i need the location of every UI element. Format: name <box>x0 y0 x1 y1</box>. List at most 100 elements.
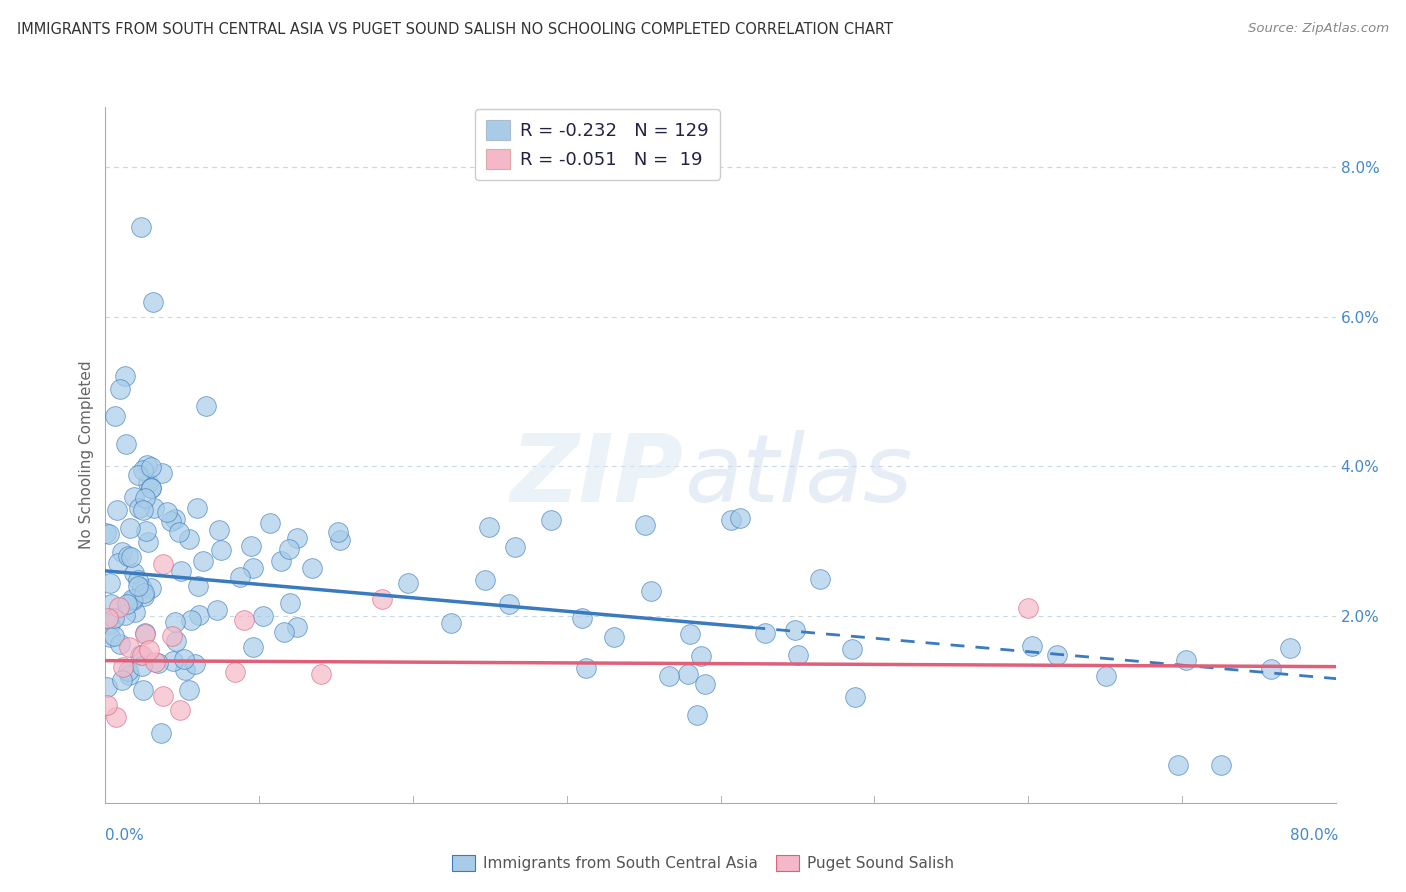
Point <box>146 656 169 670</box>
Point <box>690 649 713 664</box>
Point <box>134 491 156 505</box>
Point <box>474 574 496 588</box>
Point <box>211 542 233 557</box>
Point <box>1045 648 1067 662</box>
Point <box>177 533 200 547</box>
Point <box>142 294 165 309</box>
Point <box>273 624 295 639</box>
Point <box>787 648 810 663</box>
Point <box>270 553 292 567</box>
Point <box>207 603 229 617</box>
Point <box>118 640 141 654</box>
Point <box>98 616 121 631</box>
Point <box>232 613 254 627</box>
Point <box>165 634 187 648</box>
Point <box>180 613 202 627</box>
Point <box>194 399 217 413</box>
Point <box>1211 758 1233 772</box>
Point <box>112 660 135 674</box>
Point <box>170 564 193 578</box>
Point <box>1094 669 1116 683</box>
Point <box>134 626 156 640</box>
Point <box>540 513 562 527</box>
Point <box>640 583 662 598</box>
Point <box>278 596 301 610</box>
Point <box>150 466 173 480</box>
Point <box>128 648 150 662</box>
Point <box>121 591 143 606</box>
Point <box>1260 662 1282 676</box>
Point <box>162 629 184 643</box>
Point <box>695 677 717 691</box>
Point <box>184 657 207 671</box>
Point <box>478 519 501 533</box>
Point <box>96 698 118 712</box>
Point <box>328 524 350 539</box>
Point <box>117 665 139 679</box>
Point <box>1279 641 1302 656</box>
Point <box>575 661 598 675</box>
Point <box>720 513 742 527</box>
Point <box>98 576 121 591</box>
Point <box>278 542 301 557</box>
Point <box>117 667 139 681</box>
Point <box>1175 653 1198 667</box>
Text: IMMIGRANTS FROM SOUTH CENTRAL ASIA VS PUGET SOUND SALISH NO SCHOOLING COMPLETED : IMMIGRANTS FROM SOUTH CENTRAL ASIA VS PU… <box>17 22 893 37</box>
Point <box>285 620 308 634</box>
Point <box>1167 758 1189 772</box>
Point <box>686 708 709 723</box>
Point <box>94 526 117 541</box>
Point <box>103 629 125 643</box>
Text: 80.0%: 80.0% <box>1291 829 1339 843</box>
Point <box>122 490 145 504</box>
Point <box>785 623 807 637</box>
Point <box>396 575 419 590</box>
Point <box>728 511 751 525</box>
Point <box>173 663 195 677</box>
Point <box>128 500 150 515</box>
Point <box>252 609 274 624</box>
Point <box>242 560 264 574</box>
Point <box>97 611 120 625</box>
Point <box>224 665 246 680</box>
Point <box>167 524 190 539</box>
Point <box>208 523 231 537</box>
Legend: R = -0.232   N = 129, R = -0.051   N =  19: R = -0.232 N = 129, R = -0.051 N = 19 <box>475 109 720 179</box>
Point <box>132 503 155 517</box>
Point <box>1021 639 1043 653</box>
Point <box>138 643 160 657</box>
Point <box>114 608 136 623</box>
Point <box>104 710 127 724</box>
Point <box>440 616 463 631</box>
Point <box>152 690 174 704</box>
Point <box>259 516 281 530</box>
Text: atlas: atlas <box>683 430 912 521</box>
Point <box>134 626 156 640</box>
Point <box>193 554 215 568</box>
Point <box>100 598 122 612</box>
Point <box>97 527 120 541</box>
Point <box>329 533 352 548</box>
Point <box>114 369 136 384</box>
Legend: Immigrants from South Central Asia, Puget Sound Salish: Immigrants from South Central Asia, Puge… <box>446 849 960 877</box>
Point <box>117 598 139 612</box>
Point <box>132 463 155 477</box>
Point <box>105 502 128 516</box>
Point <box>103 611 125 625</box>
Point <box>135 524 157 539</box>
Point <box>132 586 155 600</box>
Point <box>122 593 145 607</box>
Point <box>110 637 132 651</box>
Point <box>571 611 593 625</box>
Point <box>115 437 138 451</box>
Point <box>127 579 149 593</box>
Point <box>229 570 252 584</box>
Point <box>163 615 186 629</box>
Point <box>139 481 162 495</box>
Point <box>127 573 149 587</box>
Point <box>139 581 162 595</box>
Point <box>131 648 153 662</box>
Point <box>679 627 702 641</box>
Point <box>120 550 142 565</box>
Point <box>285 531 308 545</box>
